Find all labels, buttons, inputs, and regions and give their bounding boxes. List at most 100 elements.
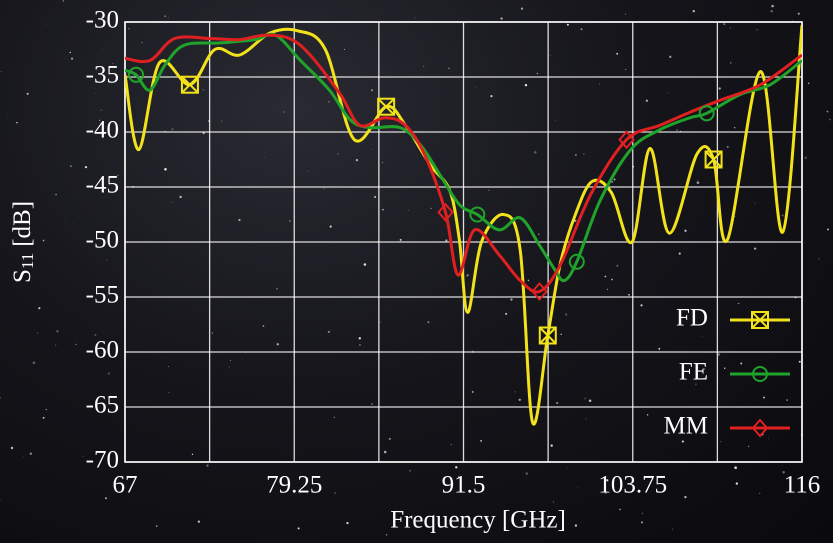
star	[380, 321, 382, 323]
y-axis-label: S11 [dB]	[9, 201, 37, 283]
y-tick-label: -60	[86, 337, 119, 364]
star	[668, 92, 669, 94]
y-tick-label: -40	[86, 117, 119, 144]
star	[455, 466, 458, 469]
star	[701, 335, 703, 337]
star	[168, 392, 170, 394]
star	[128, 28, 130, 30]
star	[358, 337, 361, 340]
marker-cross	[181, 75, 199, 94]
star	[16, 121, 18, 124]
star	[524, 83, 528, 87]
star	[411, 65, 413, 67]
star	[804, 156, 807, 160]
marker	[531, 281, 548, 302]
star	[141, 41, 143, 43]
y-label-unit: [dB]	[9, 201, 36, 247]
star	[0, 70, 2, 73]
star	[640, 521, 643, 524]
x-tick-label: 91.5	[442, 472, 486, 499]
star	[94, 333, 97, 336]
marker-cross	[751, 311, 769, 329]
star	[264, 157, 265, 158]
star	[694, 383, 697, 386]
marker-cross	[704, 150, 723, 169]
star	[242, 359, 243, 360]
star	[616, 52, 619, 55]
marker-cross	[539, 326, 557, 345]
star	[414, 17, 416, 19]
star	[759, 492, 761, 494]
star	[607, 288, 609, 290]
star	[71, 57, 74, 60]
star	[408, 209, 409, 211]
y-tick-label: -30	[86, 7, 119, 34]
star	[536, 72, 539, 75]
marker-diamond	[437, 202, 454, 222]
star	[202, 132, 205, 135]
star	[720, 441, 722, 443]
star	[488, 189, 490, 191]
star	[552, 501, 555, 503]
marker-diamond	[751, 418, 769, 438]
y-tick-label: -45	[86, 172, 119, 199]
marker	[704, 150, 723, 169]
star	[696, 180, 698, 181]
marker-cross	[377, 97, 395, 116]
star	[164, 15, 166, 17]
star	[740, 362, 743, 365]
star	[640, 304, 643, 307]
star	[466, 274, 469, 277]
marker-diamond	[531, 281, 548, 302]
marker	[538, 326, 557, 345]
star	[606, 479, 609, 482]
star	[807, 82, 810, 85]
star	[549, 232, 550, 234]
star	[503, 513, 505, 514]
star	[681, 440, 684, 443]
star	[717, 353, 721, 356]
star	[423, 65, 425, 67]
star	[483, 515, 486, 517]
star	[383, 450, 387, 454]
star	[734, 466, 737, 470]
star	[427, 321, 430, 324]
star	[525, 472, 529, 475]
star	[457, 476, 461, 479]
star	[371, 149, 373, 151]
star	[624, 13, 627, 15]
star	[754, 202, 756, 204]
star	[359, 344, 361, 346]
star	[566, 468, 568, 469]
star	[692, 9, 695, 13]
y-label-symbol: S	[9, 269, 36, 283]
star	[276, 343, 279, 346]
marker	[568, 253, 585, 270]
star	[230, 360, 231, 362]
series-line	[125, 32, 802, 283]
star	[29, 452, 32, 455]
star	[445, 239, 448, 242]
y-tick-label: -55	[86, 282, 119, 309]
star	[374, 195, 377, 199]
star	[329, 225, 332, 228]
star	[98, 119, 101, 121]
star	[584, 397, 587, 400]
star	[471, 390, 474, 393]
star	[32, 361, 36, 364]
star	[191, 453, 194, 455]
star	[283, 111, 285, 113]
legend-label: MM	[664, 413, 708, 440]
star	[399, 238, 402, 241]
star	[641, 512, 644, 515]
star	[84, 165, 88, 169]
star	[734, 127, 736, 129]
star	[500, 17, 503, 20]
star	[10, 446, 14, 450]
legend: FD FE MM	[664, 305, 790, 440]
star	[363, 263, 367, 266]
star	[333, 416, 335, 418]
star	[73, 223, 75, 225]
star	[604, 491, 607, 495]
